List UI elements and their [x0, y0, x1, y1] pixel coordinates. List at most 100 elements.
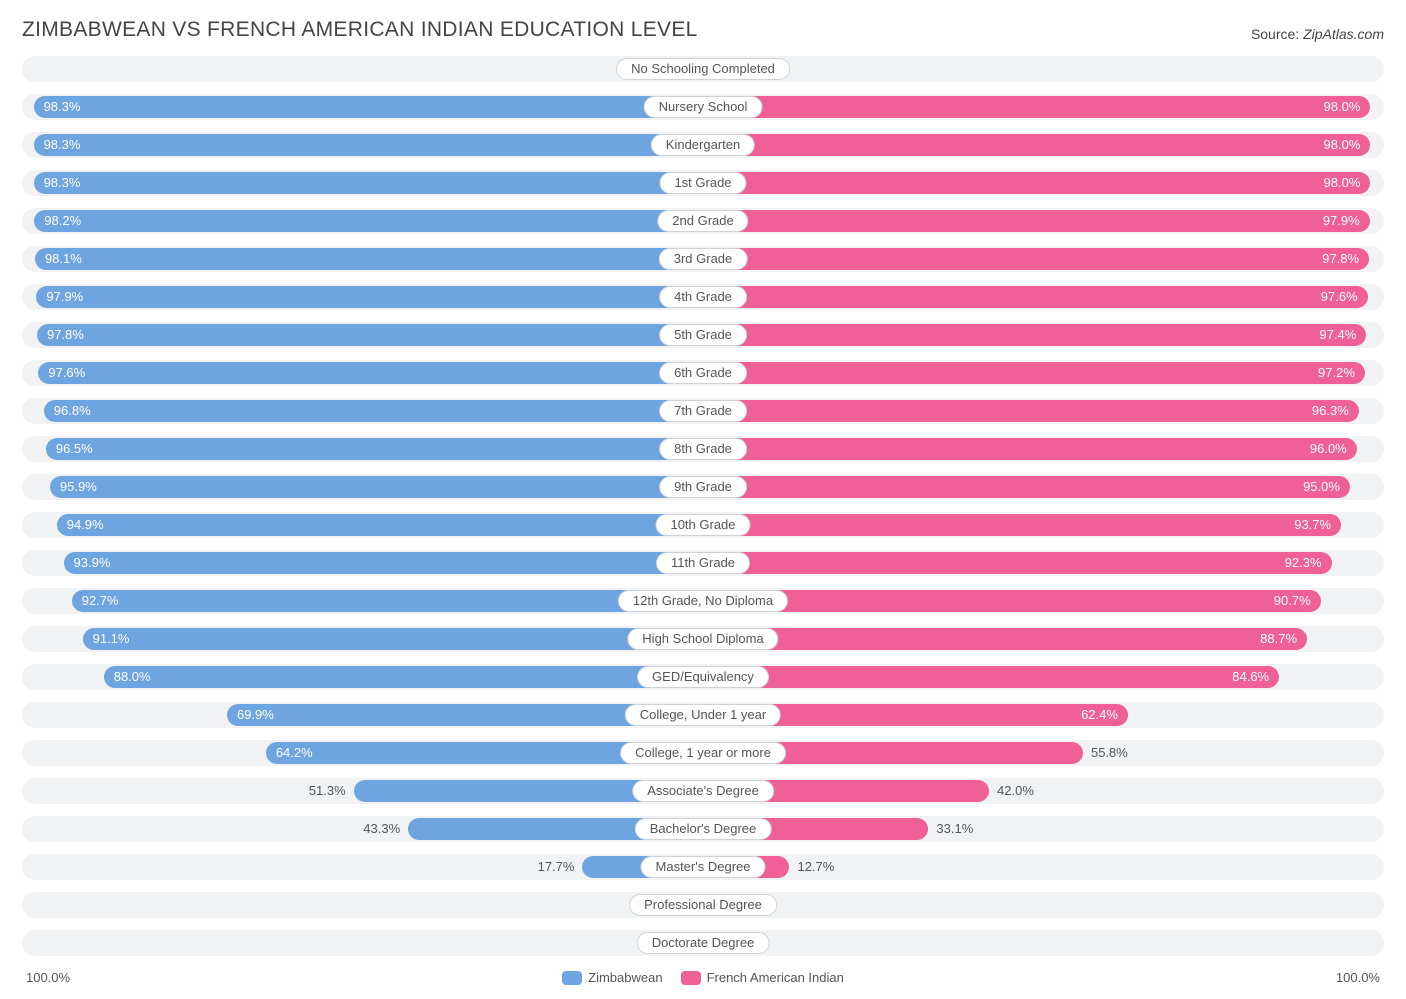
chart-row: 43.3%33.1%Bachelor's Degree [22, 816, 1384, 842]
pct-left: 97.8% [47, 322, 84, 348]
bar-left [72, 590, 703, 612]
chart-row: 91.1% 88.7% High School Diploma [22, 626, 1384, 652]
chart-row: 51.3% 42.0% Associate's Degree [22, 778, 1384, 804]
pct-left: 93.9% [74, 550, 111, 576]
chart-row: 97.6%97.2%6th Grade [22, 360, 1384, 386]
chart-row: 96.8%96.3%7th Grade [22, 398, 1384, 424]
chart-row: 98.3%98.0%1st Grade [22, 170, 1384, 196]
pct-right: 42.0% [997, 778, 1034, 804]
bar-right [703, 476, 1350, 498]
category-label: Doctorate Degree [637, 932, 770, 954]
bar-left [57, 514, 703, 536]
pct-left: 17.7% [538, 854, 575, 880]
pct-left: 98.3% [44, 132, 81, 158]
bar-left [83, 628, 703, 650]
legend-swatch-left [562, 971, 582, 985]
pct-right: 84.6% [1232, 664, 1269, 690]
category-label: 8th Grade [659, 438, 747, 460]
pct-right: 97.6% [1321, 284, 1358, 310]
bar-left [34, 210, 703, 232]
chart-header: ZIMBABWEAN VS FRENCH AMERICAN INDIAN EDU… [22, 18, 1384, 42]
pct-right: 98.0% [1324, 132, 1361, 158]
pct-right: 97.9% [1323, 208, 1360, 234]
bar-right [703, 134, 1370, 156]
chart-row: 5.2%3.8%Professional Degree [22, 892, 1384, 918]
bar-right [703, 210, 1370, 232]
pct-right: 97.2% [1318, 360, 1355, 386]
bar-right [703, 666, 1279, 688]
category-label: High School Diploma [627, 628, 778, 650]
bar-left [36, 286, 703, 308]
category-label: 2nd Grade [657, 210, 748, 232]
pct-right: 93.7% [1294, 512, 1331, 538]
bar-left [38, 362, 703, 384]
chart-row: 64.2%55.8%College, 1 year or more [22, 740, 1384, 766]
pct-left: 92.7% [82, 588, 119, 614]
pct-left: 94.9% [67, 512, 104, 538]
category-label: College, Under 1 year [625, 704, 781, 726]
category-label: GED/Equivalency [637, 666, 769, 688]
bar-left [46, 438, 703, 460]
pct-right: 96.3% [1312, 398, 1349, 424]
legend-item-right: French American Indian [681, 970, 844, 985]
pct-right: 33.1% [936, 816, 973, 842]
category-label: 1st Grade [659, 172, 746, 194]
pct-right: 98.0% [1324, 94, 1361, 120]
pct-right: 90.7% [1274, 588, 1311, 614]
bar-right [703, 324, 1366, 346]
axis-right-max: 100.0% [1336, 970, 1380, 985]
chart-row: 97.8%97.4%5th Grade [22, 322, 1384, 348]
chart-row: 98.2% 97.9% 2nd Grade [22, 208, 1384, 234]
pct-right: 97.4% [1319, 322, 1356, 348]
pct-right: 98.0% [1324, 170, 1361, 196]
category-label: 11th Grade [656, 552, 750, 574]
pct-left: 97.9% [46, 284, 83, 310]
pct-left: 98.2% [44, 208, 81, 234]
chart-row: 94.9%93.7%10th Grade [22, 512, 1384, 538]
pct-right: 95.0% [1303, 474, 1340, 500]
pct-left: 91.1% [93, 626, 130, 652]
bar-right [703, 172, 1370, 194]
chart-row: 93.9% 92.3% 11th Grade [22, 550, 1384, 576]
bar-right [703, 514, 1341, 536]
category-label: 9th Grade [659, 476, 747, 498]
category-label: Nursery School [644, 96, 763, 118]
pct-left: 43.3% [363, 816, 400, 842]
bar-right [703, 362, 1365, 384]
pct-left: 96.5% [56, 436, 93, 462]
chart-row: 97.9% 97.6% 4th Grade [22, 284, 1384, 310]
pct-left: 96.8% [54, 398, 91, 424]
chart-row: 1.7%2.1%No Schooling Completed [22, 56, 1384, 82]
bar-left [35, 248, 703, 270]
chart-title: ZIMBABWEAN VS FRENCH AMERICAN INDIAN EDU… [22, 18, 698, 42]
pct-left: 64.2% [276, 740, 313, 766]
bar-right [703, 628, 1307, 650]
bar-left [34, 134, 703, 156]
bar-left [34, 172, 703, 194]
chart-row: 2.3%1.6%Doctorate Degree [22, 930, 1384, 956]
bar-right [703, 96, 1370, 118]
pct-right: 96.0% [1310, 436, 1347, 462]
pct-right: 88.7% [1260, 626, 1297, 652]
chart-row: 98.3% 98.0% Kindergarten [22, 132, 1384, 158]
pct-right: 12.7% [797, 854, 834, 880]
chart-row: 17.7%12.7%Master's Degree [22, 854, 1384, 880]
chart-legend: Zimbabwean French American Indian [562, 970, 844, 985]
source-value: ZipAtlas.com [1303, 26, 1384, 42]
legend-item-left: Zimbabwean [562, 970, 662, 985]
pct-right: 97.8% [1322, 246, 1359, 272]
chart-row: 95.9%95.0%9th Grade [22, 474, 1384, 500]
chart-row: 96.5% 96.0% 8th Grade [22, 436, 1384, 462]
bar-left [37, 324, 703, 346]
category-label: Associate's Degree [632, 780, 774, 802]
category-label: Kindergarten [651, 134, 755, 156]
pct-left: 51.3% [309, 778, 346, 804]
bar-left [44, 400, 703, 422]
legend-label-left: Zimbabwean [588, 970, 662, 985]
pct-left: 97.6% [48, 360, 85, 386]
bar-left [34, 96, 703, 118]
source-label: Source: [1251, 26, 1303, 42]
chart-row: 88.0%84.6%GED/Equivalency [22, 664, 1384, 690]
pct-right: 92.3% [1285, 550, 1322, 576]
category-label: 4th Grade [659, 286, 747, 308]
